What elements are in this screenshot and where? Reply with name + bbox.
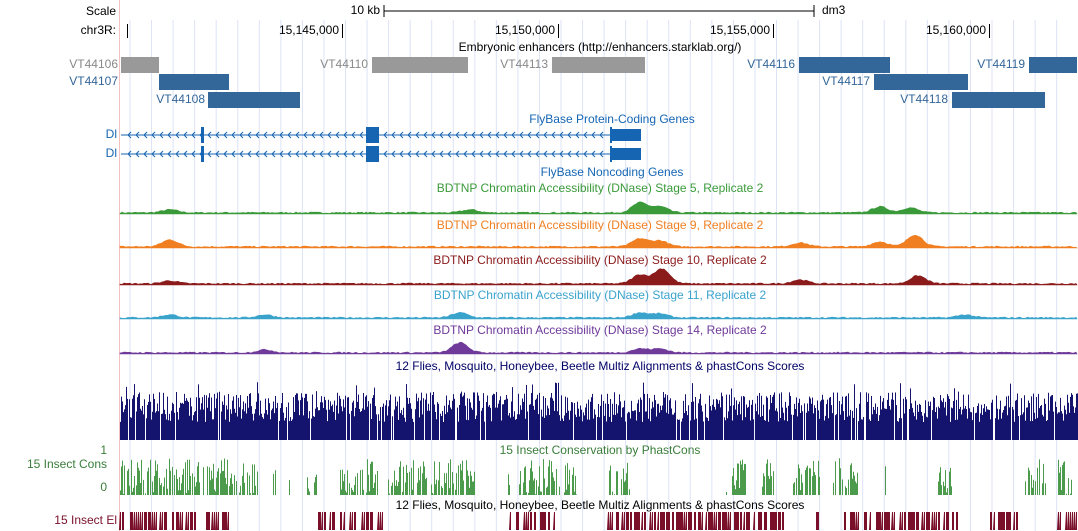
track-title: FlyBase Protein-Coding Genes — [529, 112, 694, 126]
track-title: BDTNP Chromatin Accessibility (DNase) St… — [437, 181, 764, 195]
assembly: dm3 — [822, 3, 846, 17]
axis-label: 1 — [100, 443, 107, 457]
ruler-label: 15,145,000 — [279, 23, 339, 37]
scale-value: 10 kb — [351, 3, 381, 17]
exon — [612, 129, 641, 141]
ruler-label: 15,160,000 — [926, 23, 986, 37]
enhancer — [159, 74, 229, 90]
signal — [119, 341, 1078, 355]
enhancer — [952, 92, 1045, 108]
signal — [119, 235, 1078, 249]
track-label: 15 Insect Cons — [27, 457, 107, 471]
enhancer-label: VT44116 — [747, 57, 795, 71]
enhancer-label: VT44110 — [320, 57, 368, 71]
axis-label: 0 — [100, 480, 107, 494]
multiz-signal — [120, 382, 1078, 440]
ruler-label: 15,155,000 — [710, 23, 770, 37]
signal — [119, 268, 1078, 286]
enhancer — [121, 57, 159, 73]
enhancer — [208, 92, 300, 108]
enhancer-label: VT44107 — [69, 74, 118, 88]
signal — [119, 311, 1078, 320]
enhancer-label: VT44108 — [156, 92, 205, 106]
grid — [129, 20, 1058, 531]
ruler-label: 15,150,000 — [495, 23, 555, 37]
exon — [366, 127, 379, 143]
track-title: BDTNP Chromatin Accessibility (DNase) St… — [434, 288, 767, 302]
strand-arrows — [127, 131, 604, 139]
gene-label: Dl — [106, 127, 117, 141]
track-title: 12 Flies, Mosquito, Honeybee, Beetle Mul… — [396, 498, 805, 512]
track-title: BDTNP Chromatin Accessibility (DNase) St… — [433, 253, 767, 267]
element-blocks — [119, 512, 1077, 530]
track-title: 15 Insect Conservation by PhastCons — [500, 443, 701, 457]
exon — [366, 146, 379, 162]
conservation-signal — [120, 458, 1072, 495]
enhancer — [552, 57, 645, 73]
enhancer-label: VT44119 — [977, 57, 1025, 71]
enhancer-label: VT44118 — [900, 92, 948, 106]
enhancer — [799, 57, 890, 73]
track-title: 12 Flies, Mosquito, Honeybee, Beetle Mul… — [396, 359, 805, 373]
exon — [201, 127, 204, 143]
enhancer-label: VT44106 — [69, 57, 118, 71]
signal — [119, 201, 1078, 215]
track-label: 15 Insect El — [54, 513, 117, 527]
enhancer — [1029, 57, 1077, 73]
exon — [610, 146, 612, 162]
exon — [610, 127, 612, 143]
track-title: BDTNP Chromatin Accessibility (DNase) St… — [437, 218, 764, 232]
enhancer-label: VT44113 — [500, 57, 548, 71]
strand-arrows — [127, 150, 604, 158]
scale-label: Scale — [86, 4, 116, 18]
gene-label: Dl — [106, 146, 117, 160]
exon — [612, 148, 641, 160]
enhancer — [372, 57, 468, 73]
exon — [201, 146, 204, 162]
track-title: FlyBase Noncoding Genes — [541, 165, 684, 179]
enhancer — [874, 74, 968, 90]
track-title: BDTNP Chromatin Accessibility (DNase) St… — [433, 323, 767, 337]
enhancer-label: VT44117 — [822, 74, 870, 88]
track-title: Embryonic enhancers (http://enhancers.st… — [459, 40, 742, 54]
chrom-label: chr3R: — [81, 23, 116, 37]
